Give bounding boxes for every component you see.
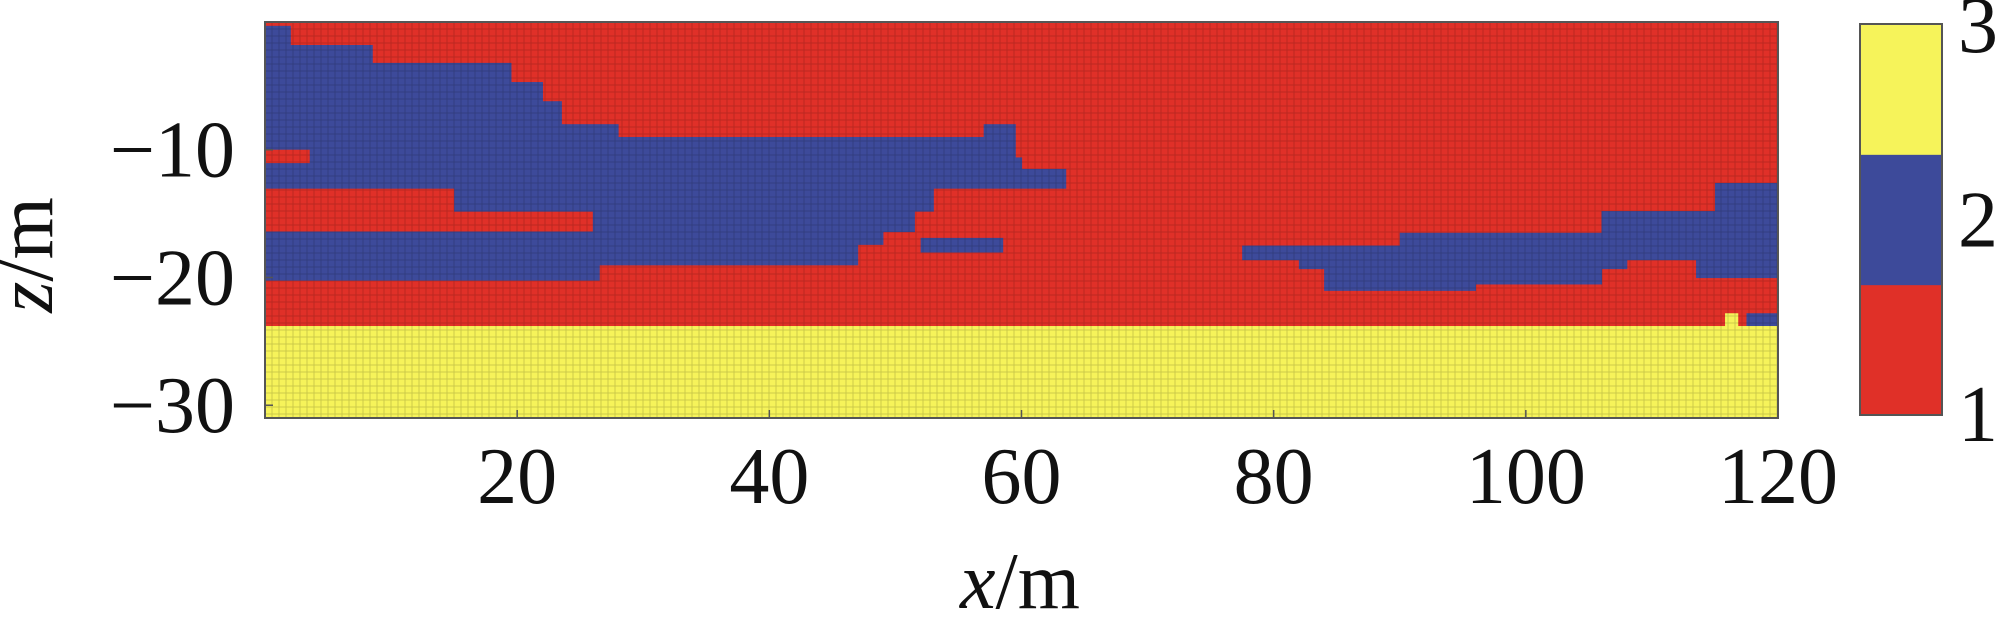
colorbar-segment-3	[1860, 24, 1942, 155]
y-tick-label: −10	[110, 107, 235, 195]
colorbar-frame	[1859, 23, 1943, 416]
colorbar-label: 3	[1958, 0, 1998, 70]
colorbar-label: 1	[1958, 371, 1998, 459]
heatmap-plot	[264, 21, 1779, 419]
x-tick-label: 20	[477, 433, 557, 521]
cell-grid-overlay	[265, 22, 1778, 418]
x-tick-label: 40	[729, 433, 809, 521]
colorbar-label: 2	[1958, 177, 1998, 265]
colorbar-segment-1	[1860, 284, 1942, 416]
colorbar-segment-2	[1860, 154, 1942, 286]
x-axis-ticks: 20 40 60 80 100 120	[477, 410, 1838, 521]
x-axis-label: x/m	[959, 538, 1080, 624]
x-tick-label: 120	[1718, 433, 1838, 521]
x-tick-label: 100	[1466, 433, 1586, 521]
x-tick-label: 60	[982, 433, 1062, 521]
x-tick-label: 80	[1234, 433, 1314, 521]
y-axis-label: z/m	[0, 197, 70, 314]
y-tick-label: −30	[110, 362, 235, 450]
y-tick-label: −20	[110, 234, 235, 322]
colorbar: 1 2 3	[1859, 0, 1998, 459]
y-axis-ticks: −10 −20 −30	[110, 107, 273, 450]
